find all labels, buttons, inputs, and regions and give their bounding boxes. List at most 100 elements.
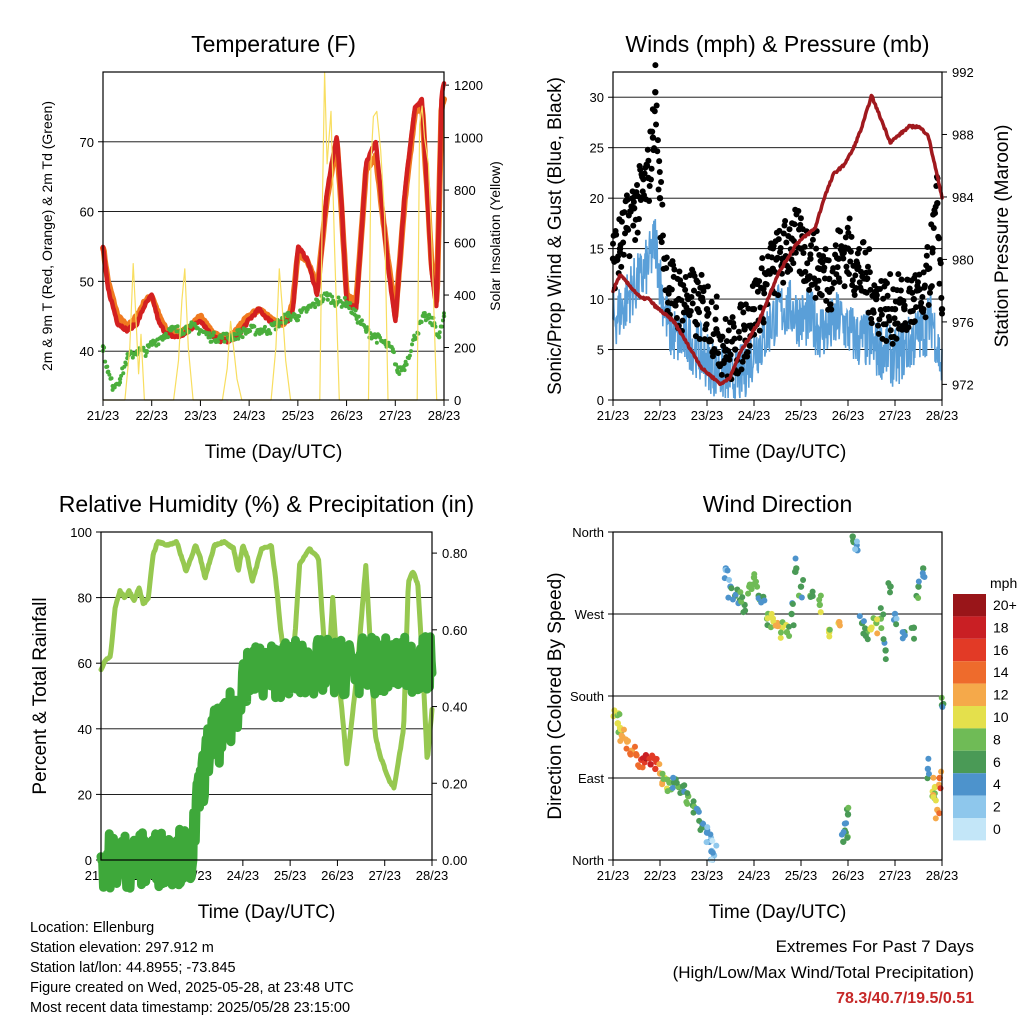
direction-point [616, 711, 623, 718]
gust-point [841, 283, 848, 290]
gust-point [722, 346, 729, 353]
direction-point [843, 820, 850, 827]
gust-point [815, 277, 822, 284]
direction-point [739, 594, 746, 601]
x-tick-label: 23/23 [691, 868, 724, 883]
gust-point [826, 275, 833, 283]
gust-point [703, 321, 710, 328]
dewpoint-point [336, 295, 341, 300]
gust-point [883, 280, 890, 287]
y2-tick-label: 976 [952, 315, 974, 330]
gust-point [644, 146, 651, 153]
gust-point [630, 198, 637, 205]
y-tick-label: 25 [590, 141, 604, 156]
gust-point [719, 333, 726, 340]
x-tick-label: 22/23 [644, 868, 677, 883]
direction-point [652, 765, 659, 773]
y-axis-label: Sonic/Prop Wind & Gust (Blue, Black) [545, 77, 566, 395]
gust-point [891, 315, 898, 322]
gust-point [645, 157, 652, 164]
gust-point [654, 137, 661, 144]
gust-point [663, 265, 670, 272]
gust-point [648, 165, 655, 172]
direction-point [627, 750, 634, 757]
gust-point [645, 174, 652, 182]
gust-point [780, 279, 787, 286]
dewpoint-point [103, 359, 108, 364]
direction-point [792, 555, 799, 562]
gust-point [680, 282, 687, 289]
x-tick-label: 28/23 [926, 868, 959, 883]
y-tick-label: 40 [78, 722, 92, 737]
gust-point [634, 182, 641, 189]
colorbar-label: 16 [993, 642, 1009, 658]
gust-point [836, 278, 843, 285]
direction-point [684, 800, 691, 807]
direction-point [852, 546, 859, 553]
gust-point [695, 290, 702, 297]
direction-point [880, 636, 887, 643]
gust-point [649, 128, 656, 135]
dewpoint-point [187, 329, 192, 334]
dewpoint-point [181, 331, 186, 336]
gust-point [623, 225, 631, 232]
direction-point [817, 609, 824, 616]
dewpoint-point [236, 336, 241, 341]
direction-point [816, 601, 823, 609]
chart-title: Temperature (F) [191, 31, 356, 57]
gust-point [735, 328, 742, 335]
dewpoint-point [321, 297, 326, 302]
x-tick-label: 24/23 [233, 408, 266, 423]
gust-point [630, 222, 637, 229]
gust-point [736, 334, 743, 341]
y-tick-label: 60 [80, 205, 94, 220]
gust-point [673, 314, 680, 321]
dewpoint-point [110, 383, 115, 389]
gust-point [909, 289, 916, 296]
gust-point [877, 306, 884, 313]
y-tick-label: 0 [597, 393, 604, 408]
y-axis-right-label: Solar Insolation (Yellow) [487, 161, 503, 311]
extremes-values: 78.3/40.7/19.5/0.51 [836, 990, 974, 1007]
colorbar-label: 12 [993, 687, 1009, 703]
dewpoint-point [325, 297, 330, 302]
colorbar-label: 4 [993, 776, 1001, 792]
dewpoint-point [144, 348, 150, 354]
colorbar-label: 10 [993, 709, 1009, 725]
dewpoint-point [407, 353, 412, 358]
direction-point [899, 635, 906, 642]
gust-point [777, 244, 784, 251]
direction-point [880, 611, 887, 618]
dewpoint-point [209, 339, 214, 344]
y2-tick-label: 600 [454, 236, 476, 251]
gust-point [649, 134, 657, 141]
direction-point [798, 594, 805, 601]
gust-point [713, 304, 720, 311]
direction-point [690, 798, 697, 805]
dewpoint-point [363, 328, 369, 333]
gust-point [797, 245, 805, 252]
x-tick-label: 28/23 [926, 408, 959, 423]
x-tick-label: 26/23 [330, 408, 363, 423]
y2-tick-label: 0.40 [442, 700, 467, 715]
direction-point [709, 837, 716, 844]
gust-point [845, 271, 852, 278]
gust-point [822, 246, 829, 253]
gust-point [816, 265, 823, 272]
x-tick-label: 22/23 [644, 408, 677, 423]
gust-point [878, 311, 885, 318]
gust-point [783, 239, 790, 246]
gust-point [905, 324, 912, 331]
gust-point [758, 265, 765, 272]
dewpoint-point [313, 305, 318, 310]
gust-point [926, 289, 933, 296]
dewpoint-point [143, 354, 148, 359]
direction-point [891, 610, 899, 618]
gust-point [750, 305, 758, 313]
gust-point [852, 285, 859, 292]
gust-point [658, 239, 665, 246]
gust-point [756, 278, 763, 285]
direction-point [673, 779, 680, 786]
gust-point [928, 283, 935, 290]
dewpoint-point [344, 300, 349, 305]
